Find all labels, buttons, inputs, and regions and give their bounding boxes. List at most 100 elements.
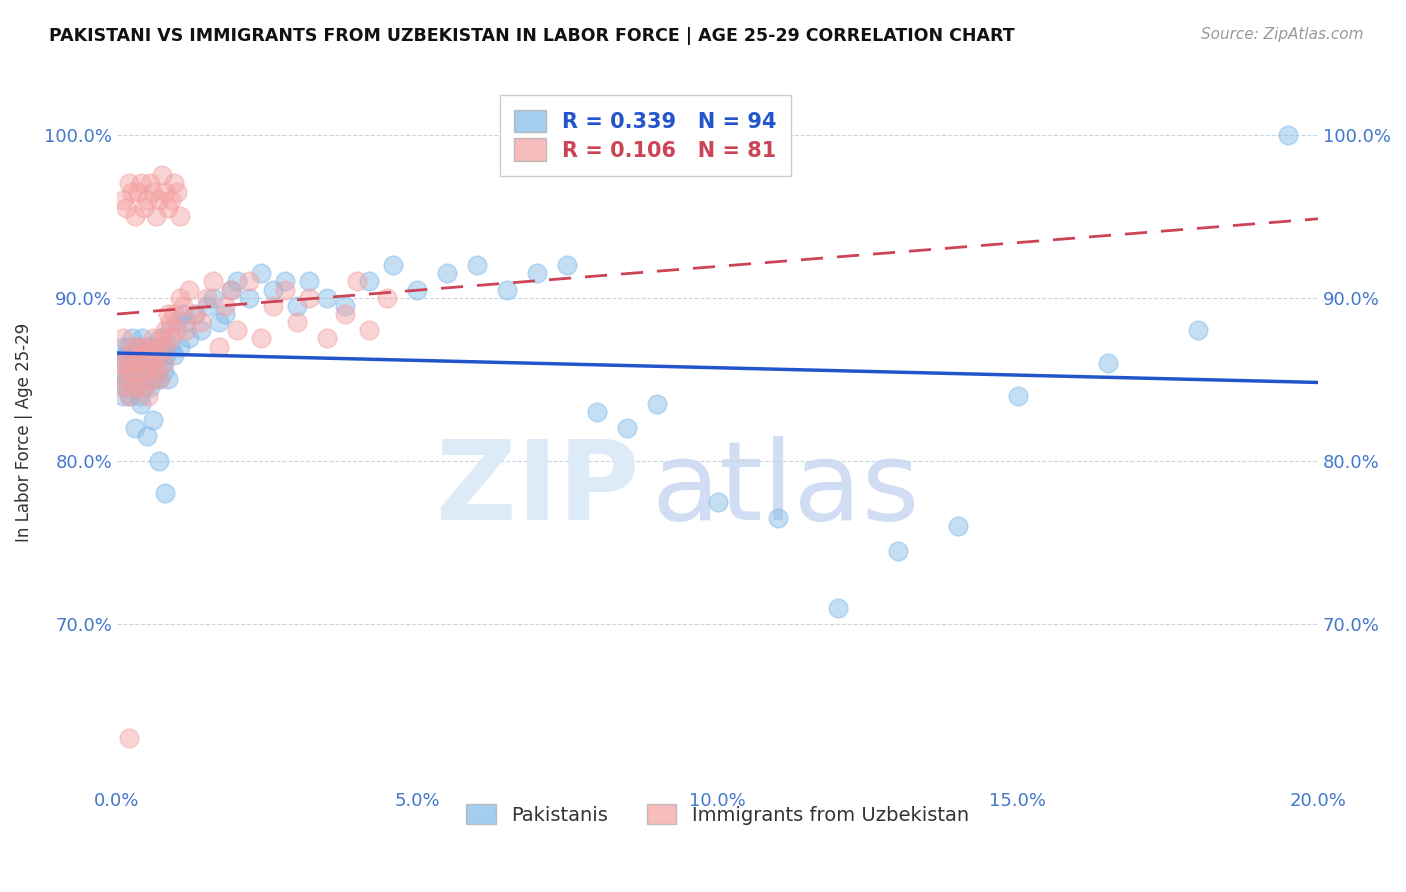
- Point: [127, 372, 149, 386]
- Point: [359, 323, 381, 337]
- Point: [142, 185, 165, 199]
- Point: [174, 315, 197, 329]
- Point: [766, 511, 789, 525]
- Point: [827, 600, 849, 615]
- Point: [195, 291, 218, 305]
- Point: [153, 486, 176, 500]
- Point: [143, 372, 166, 386]
- Point: [121, 356, 143, 370]
- Point: [359, 274, 381, 288]
- Point: [250, 331, 273, 345]
- Point: [184, 307, 207, 321]
- Point: [131, 331, 153, 345]
- Point: [141, 372, 163, 386]
- Point: [382, 258, 405, 272]
- Point: [202, 291, 225, 305]
- Point: [150, 169, 173, 183]
- Point: [238, 291, 260, 305]
- Point: [226, 274, 249, 288]
- Point: [526, 266, 548, 280]
- Point: [149, 372, 172, 386]
- Point: [163, 177, 186, 191]
- Point: [406, 283, 429, 297]
- Point: [586, 405, 609, 419]
- Point: [148, 193, 170, 207]
- Text: ZIP: ZIP: [436, 435, 640, 542]
- Point: [155, 340, 177, 354]
- Point: [886, 543, 908, 558]
- Point: [163, 307, 186, 321]
- Y-axis label: In Labor Force | Age 25-29: In Labor Force | Age 25-29: [15, 323, 32, 542]
- Point: [214, 307, 236, 321]
- Point: [1097, 356, 1119, 370]
- Point: [214, 299, 236, 313]
- Point: [436, 266, 458, 280]
- Point: [148, 454, 170, 468]
- Point: [121, 331, 143, 345]
- Point: [136, 348, 159, 362]
- Point: [139, 177, 162, 191]
- Point: [124, 380, 146, 394]
- Point: [375, 291, 398, 305]
- Point: [153, 364, 176, 378]
- Point: [169, 291, 191, 305]
- Point: [129, 372, 152, 386]
- Point: [132, 380, 155, 394]
- Point: [124, 380, 146, 394]
- Point: [159, 323, 181, 337]
- Point: [160, 193, 183, 207]
- Point: [143, 356, 166, 370]
- Point: [129, 348, 152, 362]
- Point: [120, 388, 142, 402]
- Point: [112, 380, 135, 394]
- Point: [172, 307, 194, 321]
- Point: [124, 348, 146, 362]
- Point: [346, 274, 368, 288]
- Point: [128, 388, 150, 402]
- Point: [118, 372, 141, 386]
- Point: [115, 201, 138, 215]
- Point: [127, 340, 149, 354]
- Point: [298, 291, 321, 305]
- Point: [129, 177, 152, 191]
- Point: [118, 731, 141, 746]
- Point: [160, 331, 183, 345]
- Point: [136, 388, 159, 402]
- Point: [316, 291, 339, 305]
- Point: [226, 323, 249, 337]
- Point: [142, 356, 165, 370]
- Point: [132, 201, 155, 215]
- Point: [111, 340, 134, 354]
- Point: [177, 283, 200, 297]
- Point: [122, 340, 145, 354]
- Point: [150, 356, 173, 370]
- Point: [298, 274, 321, 288]
- Point: [153, 185, 176, 199]
- Point: [146, 340, 169, 354]
- Point: [108, 364, 131, 378]
- Point: [124, 421, 146, 435]
- Point: [125, 372, 148, 386]
- Point: [177, 331, 200, 345]
- Point: [1007, 388, 1029, 402]
- Point: [155, 348, 177, 362]
- Point: [112, 380, 135, 394]
- Point: [145, 209, 167, 223]
- Point: [129, 397, 152, 411]
- Point: [136, 364, 159, 378]
- Point: [285, 299, 308, 313]
- Point: [115, 372, 138, 386]
- Point: [219, 283, 242, 297]
- Point: [127, 185, 149, 199]
- Point: [706, 494, 728, 508]
- Point: [142, 331, 165, 345]
- Point: [159, 315, 181, 329]
- Point: [274, 274, 297, 288]
- Point: [120, 348, 142, 362]
- Point: [163, 348, 186, 362]
- Point: [118, 364, 141, 378]
- Point: [115, 348, 138, 362]
- Point: [316, 331, 339, 345]
- Point: [131, 380, 153, 394]
- Point: [117, 340, 139, 354]
